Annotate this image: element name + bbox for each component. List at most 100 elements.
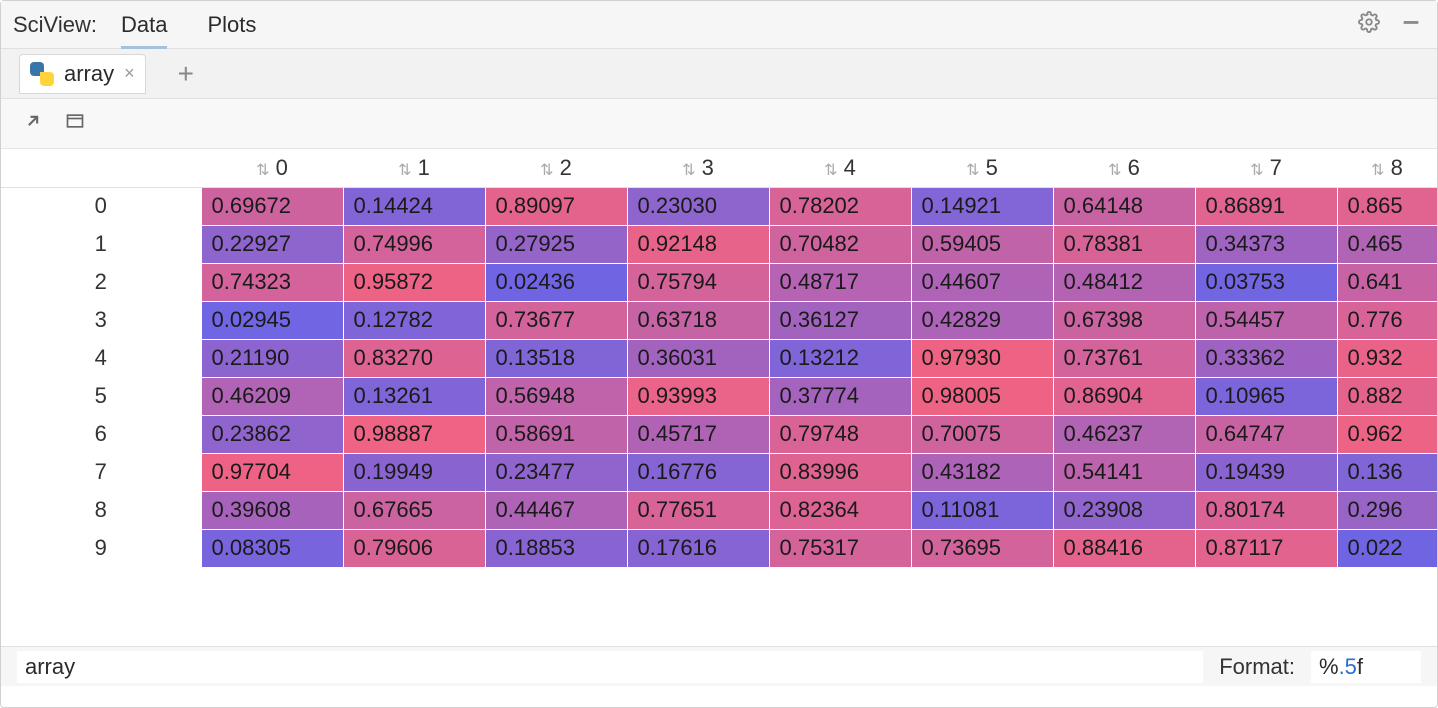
cell-0-5[interactable]: 0.14921: [911, 187, 1053, 225]
cell-0-3[interactable]: 0.23030: [627, 187, 769, 225]
add-tab-button[interactable]: +: [178, 58, 194, 90]
col-header-2[interactable]: ⇅2: [485, 149, 627, 187]
cell-4-2[interactable]: 0.13518: [485, 339, 627, 377]
row-header-8[interactable]: 8: [1, 491, 201, 529]
cell-5-4[interactable]: 0.37774: [769, 377, 911, 415]
cell-9-8[interactable]: 0.022: [1337, 529, 1437, 567]
cell-5-3[interactable]: 0.93993: [627, 377, 769, 415]
gear-icon[interactable]: [1355, 11, 1383, 39]
cell-5-0[interactable]: 0.46209: [201, 377, 343, 415]
cell-0-0[interactable]: 0.69672: [201, 187, 343, 225]
col-header-6[interactable]: ⇅6: [1053, 149, 1195, 187]
cell-1-4[interactable]: 0.70482: [769, 225, 911, 263]
row-header-7[interactable]: 7: [1, 453, 201, 491]
col-header-4[interactable]: ⇅4: [769, 149, 911, 187]
cell-5-5[interactable]: 0.98005: [911, 377, 1053, 415]
cell-1-7[interactable]: 0.34373: [1195, 225, 1337, 263]
cell-3-4[interactable]: 0.36127: [769, 301, 911, 339]
cell-2-4[interactable]: 0.48717: [769, 263, 911, 301]
row-header-9[interactable]: 9: [1, 529, 201, 567]
cell-3-7[interactable]: 0.54457: [1195, 301, 1337, 339]
cell-7-8[interactable]: 0.136: [1337, 453, 1437, 491]
row-header-4[interactable]: 4: [1, 339, 201, 377]
row-header-1[interactable]: 1: [1, 225, 201, 263]
cell-2-0[interactable]: 0.74323: [201, 263, 343, 301]
cell-2-6[interactable]: 0.48412: [1053, 263, 1195, 301]
cell-7-2[interactable]: 0.23477: [485, 453, 627, 491]
cell-8-7[interactable]: 0.80174: [1195, 491, 1337, 529]
window-icon[interactable]: [65, 111, 85, 137]
cell-1-1[interactable]: 0.74996: [343, 225, 485, 263]
cell-8-2[interactable]: 0.44467: [485, 491, 627, 529]
variable-name-field[interactable]: array: [17, 651, 1203, 683]
cell-2-1[interactable]: 0.95872: [343, 263, 485, 301]
col-header-7[interactable]: ⇅7: [1195, 149, 1337, 187]
cell-3-2[interactable]: 0.73677: [485, 301, 627, 339]
col-header-0[interactable]: ⇅0: [201, 149, 343, 187]
cell-2-3[interactable]: 0.75794: [627, 263, 769, 301]
cell-9-5[interactable]: 0.73695: [911, 529, 1053, 567]
cell-7-4[interactable]: 0.83996: [769, 453, 911, 491]
col-header-3[interactable]: ⇅3: [627, 149, 769, 187]
cell-7-5[interactable]: 0.43182: [911, 453, 1053, 491]
row-header-0[interactable]: 0: [1, 187, 201, 225]
cell-9-3[interactable]: 0.17616: [627, 529, 769, 567]
cell-9-6[interactable]: 0.88416: [1053, 529, 1195, 567]
cell-6-6[interactable]: 0.46237: [1053, 415, 1195, 453]
cell-7-1[interactable]: 0.19949: [343, 453, 485, 491]
cell-5-2[interactable]: 0.56948: [485, 377, 627, 415]
cell-9-2[interactable]: 0.18853: [485, 529, 627, 567]
cell-4-5[interactable]: 0.97930: [911, 339, 1053, 377]
tab-plots[interactable]: Plots: [207, 1, 256, 49]
cell-9-1[interactable]: 0.79606: [343, 529, 485, 567]
cell-9-0[interactable]: 0.08305: [201, 529, 343, 567]
cell-8-6[interactable]: 0.23908: [1053, 491, 1195, 529]
cell-5-1[interactable]: 0.13261: [343, 377, 485, 415]
row-header-3[interactable]: 3: [1, 301, 201, 339]
tab-data[interactable]: Data: [121, 1, 167, 49]
cell-3-8[interactable]: 0.776: [1337, 301, 1437, 339]
cell-2-8[interactable]: 0.641: [1337, 263, 1437, 301]
cell-1-0[interactable]: 0.22927: [201, 225, 343, 263]
col-header-8[interactable]: ⇅8: [1337, 149, 1437, 187]
cell-6-8[interactable]: 0.962: [1337, 415, 1437, 453]
cell-4-8[interactable]: 0.932: [1337, 339, 1437, 377]
cell-2-7[interactable]: 0.03753: [1195, 263, 1337, 301]
cell-6-1[interactable]: 0.98887: [343, 415, 485, 453]
cell-9-7[interactable]: 0.87117: [1195, 529, 1337, 567]
cell-1-5[interactable]: 0.59405: [911, 225, 1053, 263]
cell-7-7[interactable]: 0.19439: [1195, 453, 1337, 491]
cell-0-8[interactable]: 0.865: [1337, 187, 1437, 225]
col-header-1[interactable]: ⇅1: [343, 149, 485, 187]
row-header-2[interactable]: 2: [1, 263, 201, 301]
popout-icon[interactable]: [23, 111, 43, 137]
cell-3-1[interactable]: 0.12782: [343, 301, 485, 339]
cell-5-8[interactable]: 0.882: [1337, 377, 1437, 415]
cell-6-2[interactable]: 0.58691: [485, 415, 627, 453]
cell-6-3[interactable]: 0.45717: [627, 415, 769, 453]
cell-4-0[interactable]: 0.21190: [201, 339, 343, 377]
cell-6-4[interactable]: 0.79748: [769, 415, 911, 453]
cell-5-7[interactable]: 0.10965: [1195, 377, 1337, 415]
cell-8-1[interactable]: 0.67665: [343, 491, 485, 529]
cell-1-6[interactable]: 0.78381: [1053, 225, 1195, 263]
cell-6-7[interactable]: 0.64747: [1195, 415, 1337, 453]
cell-8-0[interactable]: 0.39608: [201, 491, 343, 529]
cell-4-7[interactable]: 0.33362: [1195, 339, 1337, 377]
close-icon[interactable]: ×: [124, 63, 135, 84]
cell-0-2[interactable]: 0.89097: [485, 187, 627, 225]
cell-3-6[interactable]: 0.67398: [1053, 301, 1195, 339]
cell-3-0[interactable]: 0.02945: [201, 301, 343, 339]
row-header-5[interactable]: 5: [1, 377, 201, 415]
cell-4-4[interactable]: 0.13212: [769, 339, 911, 377]
cell-7-0[interactable]: 0.97704: [201, 453, 343, 491]
cell-6-0[interactable]: 0.23862: [201, 415, 343, 453]
cell-8-8[interactable]: 0.296: [1337, 491, 1437, 529]
cell-5-6[interactable]: 0.86904: [1053, 377, 1195, 415]
cell-6-5[interactable]: 0.70075: [911, 415, 1053, 453]
cell-8-4[interactable]: 0.82364: [769, 491, 911, 529]
cell-7-6[interactable]: 0.54141: [1053, 453, 1195, 491]
cell-1-8[interactable]: 0.465: [1337, 225, 1437, 263]
cell-2-2[interactable]: 0.02436: [485, 263, 627, 301]
cell-1-3[interactable]: 0.92148: [627, 225, 769, 263]
